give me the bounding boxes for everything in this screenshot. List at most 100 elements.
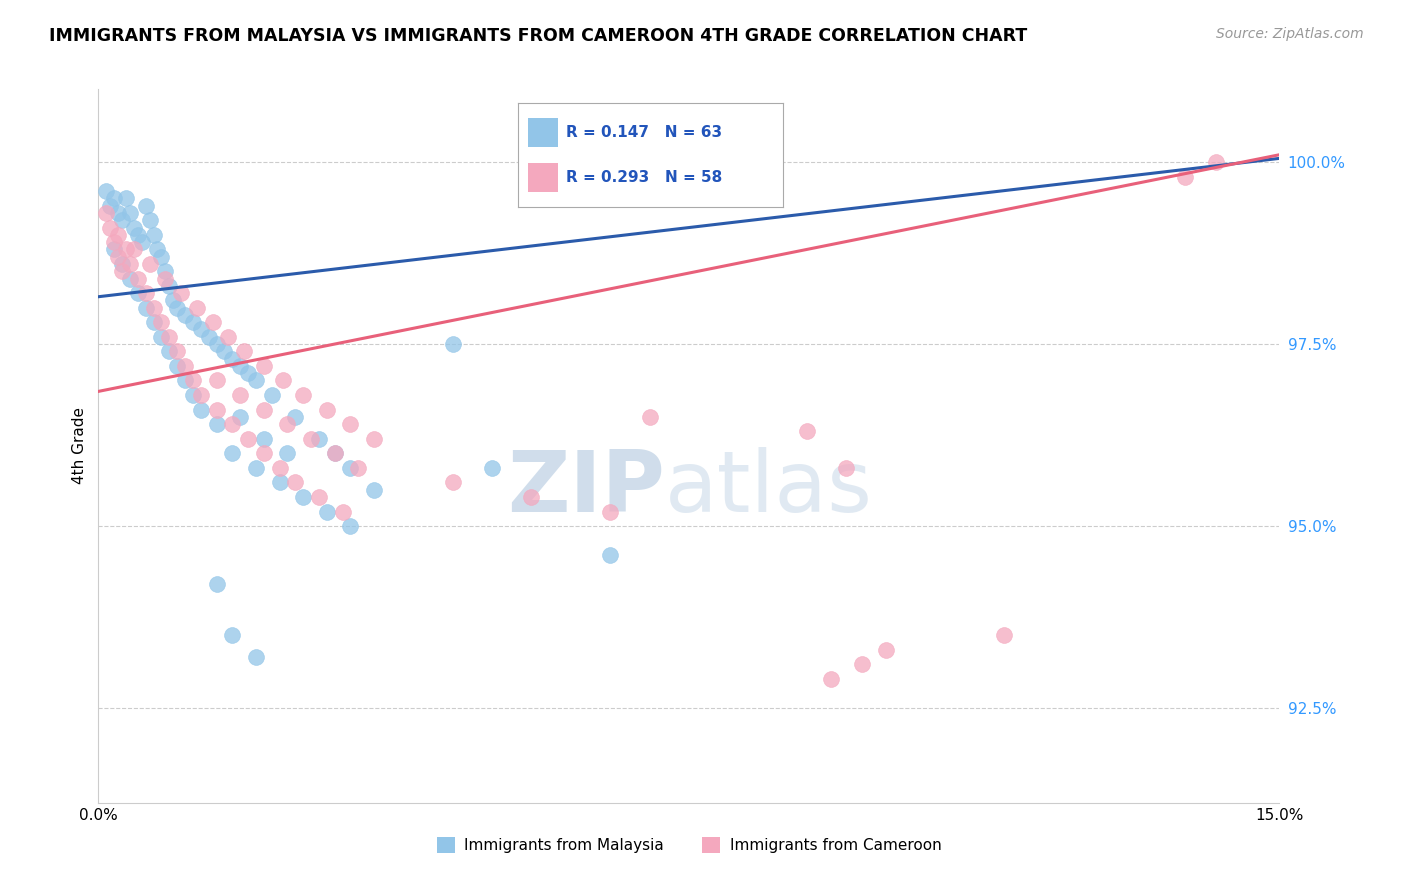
Point [115, 243, 138, 257]
Point [284, 409, 307, 424]
Point [993, 628, 1015, 642]
Point [122, 220, 145, 235]
Point [245, 460, 267, 475]
Point [166, 344, 188, 359]
Point [205, 577, 228, 591]
Point [186, 301, 208, 315]
Point [103, 191, 125, 205]
Point [221, 417, 243, 432]
Point [1174, 169, 1197, 184]
Point [339, 417, 361, 432]
Point [205, 337, 228, 351]
Point [127, 286, 149, 301]
Point [138, 257, 160, 271]
Point [229, 409, 252, 424]
Point [103, 243, 125, 257]
Point [111, 264, 134, 278]
Point [269, 475, 291, 490]
Point [339, 460, 361, 475]
Point [323, 446, 346, 460]
Point [796, 425, 818, 439]
Point [155, 264, 177, 278]
Point [135, 199, 157, 213]
Point [851, 657, 873, 672]
Point [98, 220, 121, 235]
Point [339, 519, 361, 533]
Point [166, 359, 188, 373]
Point [96, 206, 118, 220]
Point [308, 490, 330, 504]
Point [166, 301, 188, 315]
Point [292, 388, 315, 402]
Y-axis label: 4th Grade: 4th Grade [72, 408, 87, 484]
Point [118, 257, 141, 271]
Point [197, 330, 219, 344]
Point [441, 337, 464, 351]
Point [315, 504, 337, 518]
Point [599, 504, 621, 518]
Text: Source: ZipAtlas.com: Source: ZipAtlas.com [1216, 27, 1364, 41]
Point [520, 490, 543, 504]
Point [363, 432, 385, 446]
Point [157, 330, 180, 344]
Point [217, 330, 239, 344]
Point [273, 374, 295, 388]
Point [115, 191, 138, 205]
Point [142, 227, 165, 242]
Point [221, 628, 243, 642]
Text: ZIP: ZIP [508, 447, 665, 531]
Point [190, 402, 212, 417]
Point [214, 344, 236, 359]
Point [122, 243, 145, 257]
Legend: Immigrants from Malaysia, Immigrants from Cameroon: Immigrants from Malaysia, Immigrants fro… [430, 831, 948, 859]
Point [157, 344, 180, 359]
Point [638, 409, 661, 424]
Point [155, 271, 177, 285]
Point [229, 359, 252, 373]
Point [111, 213, 134, 227]
Point [205, 402, 228, 417]
Point [205, 374, 228, 388]
Point [162, 293, 184, 308]
Point [332, 504, 354, 518]
Point [292, 490, 315, 504]
Point [347, 460, 370, 475]
Point [221, 446, 243, 460]
Point [276, 417, 298, 432]
Point [253, 432, 276, 446]
Point [229, 388, 252, 402]
Point [103, 235, 125, 249]
Point [174, 308, 197, 322]
Point [107, 250, 129, 264]
Point [236, 366, 259, 380]
Point [363, 483, 385, 497]
Point [308, 432, 330, 446]
Point [142, 301, 165, 315]
Point [111, 257, 134, 271]
Point [142, 315, 165, 329]
Point [221, 351, 243, 366]
Point [233, 344, 256, 359]
Point [236, 432, 259, 446]
Point [118, 271, 141, 285]
Point [146, 243, 169, 257]
Point [201, 315, 224, 329]
Point [1205, 155, 1227, 169]
Point [276, 446, 298, 460]
Point [118, 206, 141, 220]
Point [260, 388, 283, 402]
Point [245, 650, 267, 665]
Point [253, 402, 276, 417]
Point [253, 446, 276, 460]
Point [875, 643, 897, 657]
Point [835, 460, 858, 475]
Point [323, 446, 346, 460]
Point [441, 475, 464, 490]
Point [181, 374, 204, 388]
Point [170, 286, 193, 301]
Point [107, 227, 129, 242]
Point [96, 184, 118, 198]
Point [107, 206, 129, 220]
Point [820, 672, 842, 686]
Point [174, 359, 197, 373]
